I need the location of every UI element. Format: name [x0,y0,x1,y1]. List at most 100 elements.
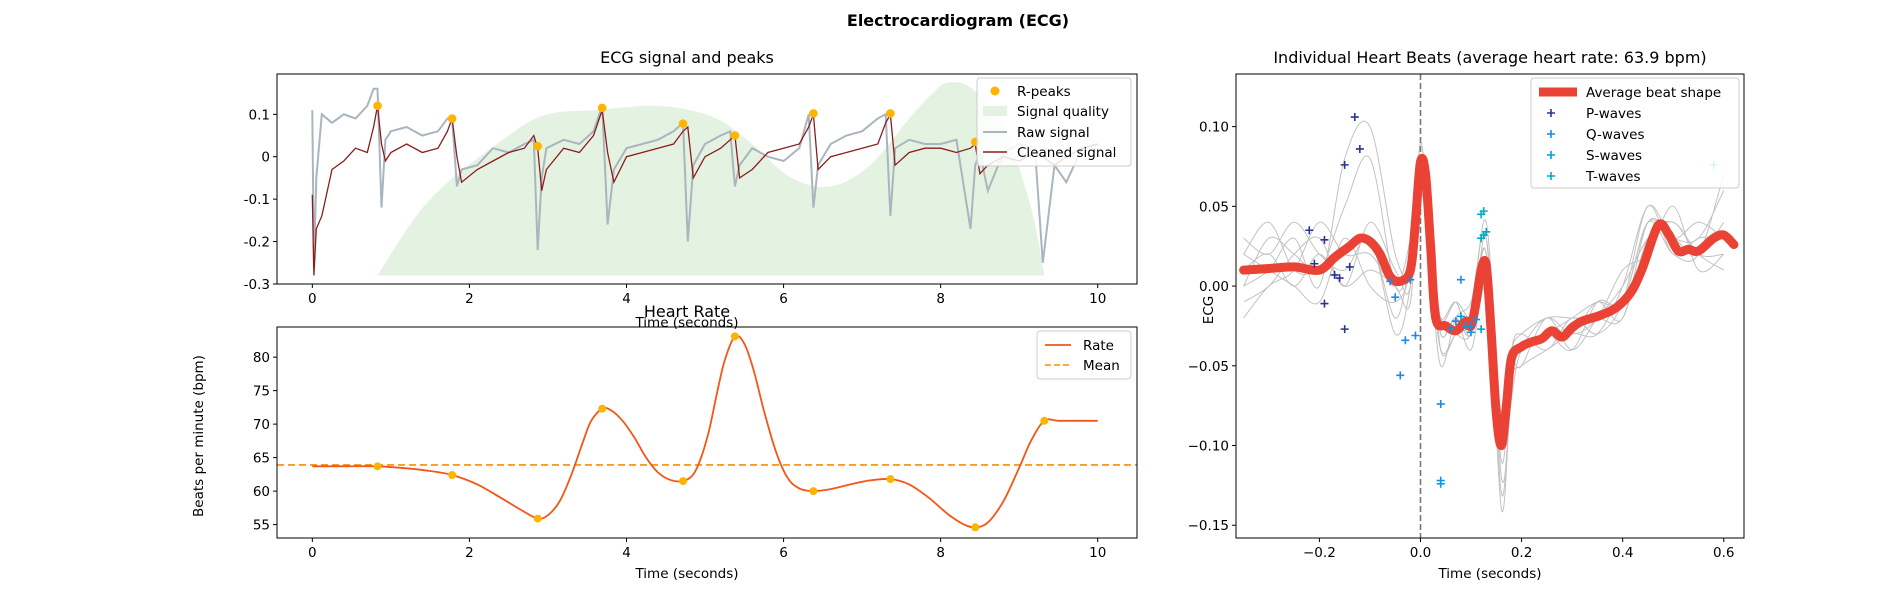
cleaned-signal-line [311,105,1098,276]
beats-xtick-label: 0.4 [1612,545,1633,561]
hr-ytick-label: 80 [253,350,270,366]
ecg-legend-frame [976,77,1132,167]
ecg-plot-area [311,82,1098,276]
rate-point [533,514,542,523]
ecg-xtick-label: 6 [779,291,788,307]
figure-title: Electrocardiogram (ECG) [847,11,1069,30]
hr-legend-frame [1036,330,1132,380]
legend-rate-label: Rate [1083,338,1114,354]
heart-beats-legend: Average beat shape P-waves Q-waves S-waves T… [1530,77,1740,189]
q-wave-marker [1386,277,1395,286]
p-wave-marker [1340,325,1349,334]
rate-point [448,471,457,480]
individual-beat-line [1243,173,1725,450]
q-wave-marker [1411,331,1420,340]
legend-t-waves-label: T-waves [1585,169,1641,185]
beats-frame [1235,73,1745,539]
beats-legend-frame [1530,77,1740,189]
q-wave-marker [1391,293,1400,302]
rate-point [809,487,818,496]
rate-point [886,475,895,484]
q-wave-marker [1456,275,1465,284]
q-wave-marker [1451,317,1460,326]
legend-r-peaks-label: R-peaks [1017,84,1071,100]
heart-beats-ylabel: ECG [1201,296,1217,324]
ecg-legend: R-peaks Signal quality Raw signal Cleaned s… [976,77,1132,167]
s-wave-marker [1436,476,1445,485]
legend-t-waves-marker [1547,172,1555,180]
rate-point [971,523,980,532]
heart-rate-axes: 0 2 4 6 8 10 55 60 65 70 75 80 [253,326,1138,561]
legend-r-peaks-marker [990,86,1000,96]
ecg-ytick-label: 0.1 [249,107,270,123]
r-peak-point [597,103,607,113]
legend-p-waves-label: P-waves [1586,106,1641,122]
individual-beat-line [1243,155,1725,497]
q-wave-marker [1396,371,1405,380]
hr-ytick-label: 55 [253,518,270,534]
t-wave-marker [1477,234,1486,243]
rate-point [679,477,688,486]
rate-point [373,462,382,471]
signal-quality-area [377,82,1045,276]
ecg-xtick-label: 0 [308,291,317,307]
heart-rate-panel: Heart Rate 0 2 4 6 8 10 55 60 65 70 75 80 Time (sec… [191,302,1138,582]
s-wave-marker [1472,315,1481,324]
p-wave-marker [1320,235,1329,244]
r-peak-point [678,119,688,128]
p-wave-marker [1330,270,1339,279]
individual-beat-line [1243,120,1725,416]
t-wave-marker [1479,207,1488,216]
hr-xtick-label: 6 [779,545,788,561]
ecg-axes: 0 2 4 6 8 10 -0.3 -0.2 -0.1 0 0.1 [244,73,1138,307]
beats-xtick-label: 0.2 [1511,545,1532,561]
ecg-panel-title: ECG signal and peaks [600,48,774,67]
legend-q-waves-marker [1547,130,1555,138]
beats-ytick-label: 0.00 [1199,279,1229,295]
beats-ytick-label: −0.10 [1188,439,1229,455]
ecg-xtick-label: 4 [622,291,631,307]
q-wave-marker [1436,400,1445,409]
ecg-ytick-label: -0.1 [244,192,270,208]
heart-beats-panel-title: Individual Heart Beats (average heart ra… [1273,48,1706,67]
p-wave-marker [1355,144,1364,153]
legend-q-waves-label: Q-waves [1586,127,1645,143]
beats-ytick-label: 0.10 [1199,120,1229,136]
s-wave-marker [1477,325,1486,334]
heart-rate-panel-title: Heart Rate [644,302,730,321]
ecg-ytick-label: -0.3 [244,277,270,293]
hr-frame [276,326,1138,539]
raw-signal-line [311,87,1098,268]
hr-xtick-label: 4 [622,545,631,561]
q-wave-marker [1406,275,1415,284]
legend-average-beat-label: Average beat shape [1586,85,1721,101]
ecg-xtick-label: 8 [936,291,945,307]
ecg-panel: ECG signal and peaks 0 2 4 6 8 10 -0.3 -0.2 -0.1… [244,48,1138,331]
rate-point [730,332,739,341]
legend-cleaned-signal-label: Cleaned signal [1017,145,1116,161]
rate-line [312,334,1098,529]
hr-ytick-label: 75 [253,384,270,400]
s-wave-marker [1461,321,1470,330]
heart-rate-plot-area [277,332,1137,532]
heart-rate-legend: Rate Mean [1036,330,1132,380]
r-peak-point [447,114,457,123]
legend-s-waves-label: S-waves [1586,148,1642,164]
r-peak-point [886,109,895,118]
legend-raw-signal-label: Raw signal [1017,125,1090,141]
q-wave-marker [1401,336,1410,345]
p-wave-marker [1335,274,1344,283]
p-wave-marker [1350,113,1359,122]
ecg-xtick-label: 10 [1089,291,1106,307]
hr-ytick-label: 60 [253,484,270,500]
rate-point [598,404,607,413]
hr-xtick-label: 0 [308,545,317,561]
legend-mean-label: Mean [1083,358,1120,374]
hr-ytick-label: 70 [253,417,270,433]
hr-ytick-label: 65 [253,451,270,467]
legend-s-waves-marker [1547,151,1555,159]
s-wave-marker [1446,325,1455,334]
legend-p-waves-marker [1547,109,1555,117]
p-wave-marker [1320,299,1329,308]
